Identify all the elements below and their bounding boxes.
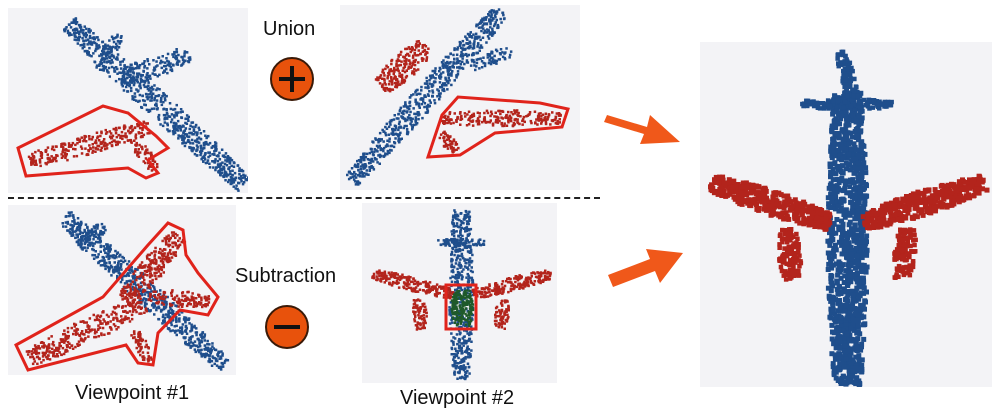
subtraction-operator-icon [263,303,311,356]
viewpoint2-label: Viewpoint #2 [400,387,515,409]
plane-pointcloud [371,209,552,381]
highlight-outline [16,104,171,180]
plane-pointcloud [25,211,230,371]
viewpoint2-subtraction-pointcloud [362,203,557,383]
subtraction-label: Subtraction [235,265,337,287]
plane-pointcloud [708,49,990,387]
section-divider [8,197,600,199]
subtraction-result-arrow [605,245,685,295]
viewpoint2-union-panel [340,5,580,190]
highlight-outline [425,95,570,159]
overlap-region-box [444,283,478,331]
plane-pointcloud [27,17,248,192]
union-label: Union [263,18,316,40]
union-result-arrow [602,100,682,155]
viewpoint1-union-panel [8,8,248,193]
viewpoint1-subtraction-pointcloud [8,205,236,375]
merged-result-pointcloud [700,42,992,387]
viewpoint1-label: Viewpoint #1 [75,382,190,404]
viewpoint2-subtraction-panel [362,203,557,383]
plane-pointcloud [346,8,562,186]
union-operator-icon [268,55,316,108]
merged-result-panel [700,42,992,387]
highlight-outline [14,221,220,372]
viewpoint2-union-pointcloud [340,5,580,190]
viewpoint1-subtraction-panel [8,205,236,375]
viewpoint1-union-pointcloud [8,8,248,193]
